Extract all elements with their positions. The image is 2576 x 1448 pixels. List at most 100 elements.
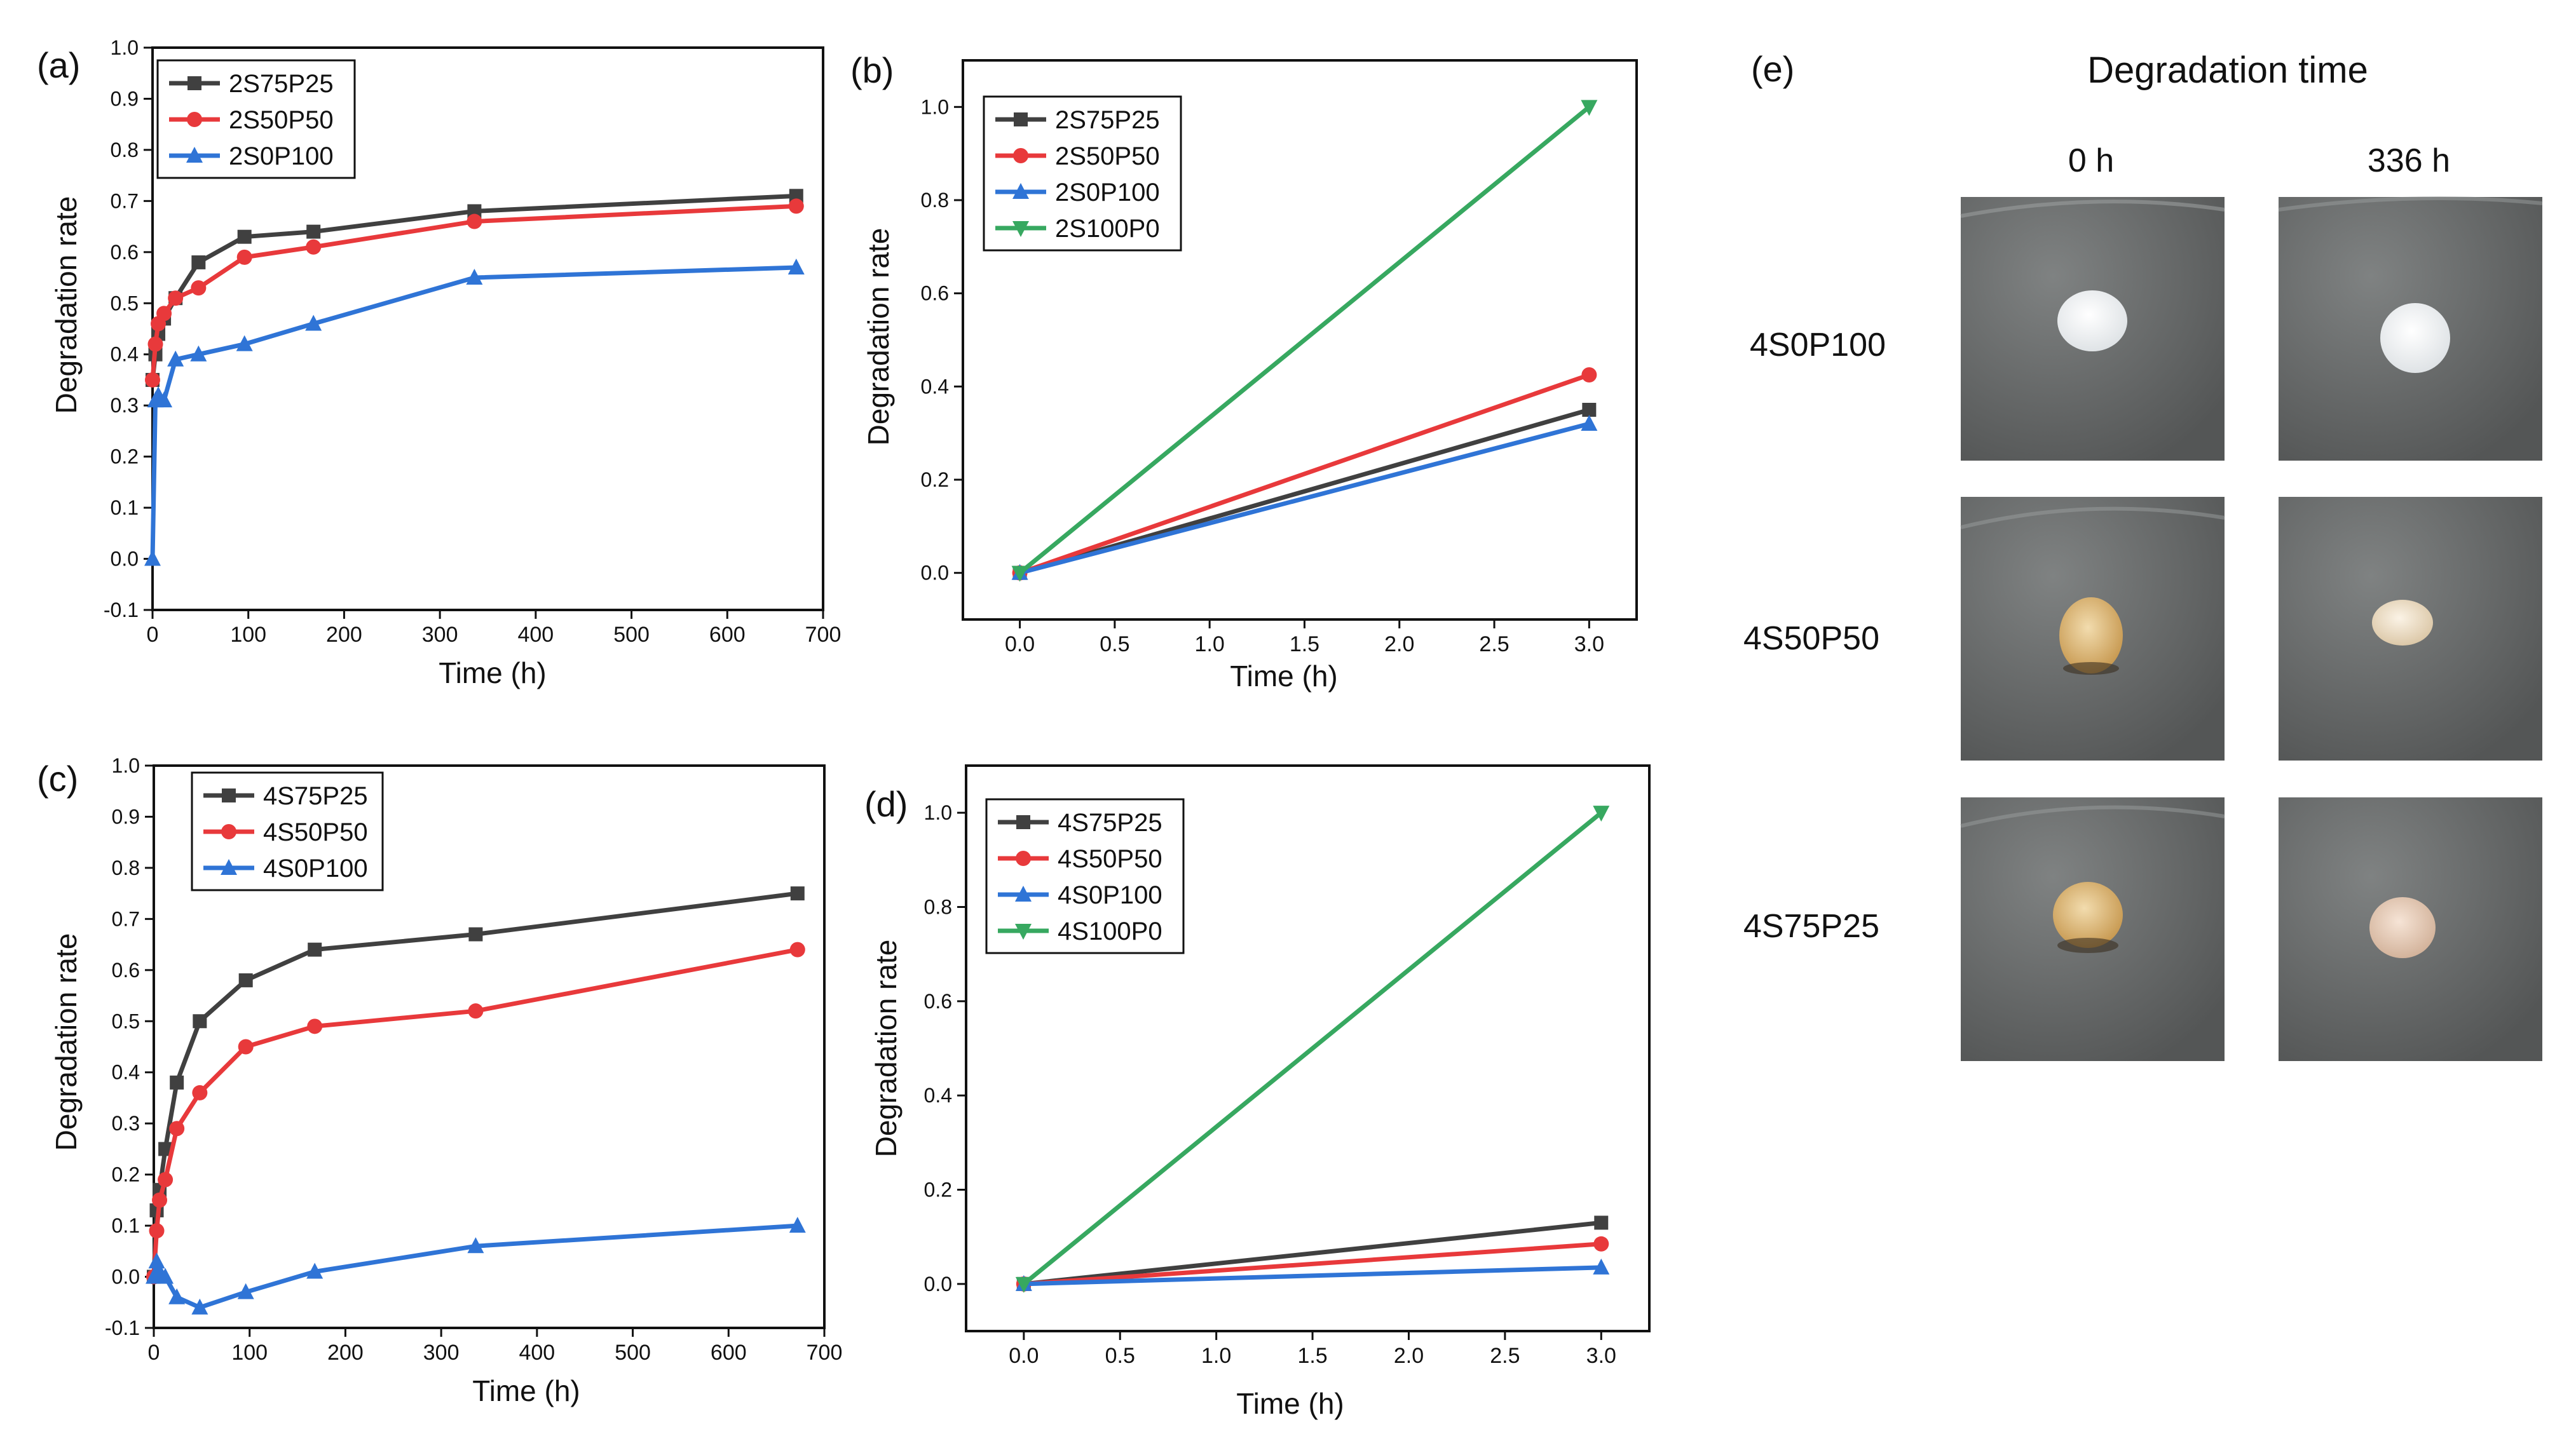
series-4s50p50-point-3 (158, 1172, 174, 1187)
panel-label-d: (d) (864, 784, 908, 824)
y-tick-label: 1.0 (924, 801, 952, 824)
series-4s0p100-point-3 (157, 1268, 174, 1284)
y-tick-label: 1.0 (111, 36, 139, 59)
x-tick-label: 2.5 (1490, 1344, 1520, 1368)
series-group-a (144, 189, 805, 566)
series-4s100p0-point-0 (1015, 1276, 1032, 1293)
legend-2s0p100-point-0 (1012, 183, 1029, 199)
series-4s50p50-point-5 (192, 1085, 208, 1100)
y-tick-label: 0.0 (112, 1266, 140, 1289)
series-2s100p0-line (1018, 105, 1591, 575)
x-tick-label: 0 (147, 623, 159, 647)
y-tick-label: 0.6 (924, 990, 952, 1013)
x-tick-label: 600 (711, 1341, 747, 1365)
legend-a: 2S75P25 2S50P50 2S0P100 (156, 59, 356, 179)
x-tick-label: 300 (423, 1341, 460, 1365)
series-4s50p50-point-7 (307, 1018, 323, 1034)
x-tick-label: 500 (613, 623, 650, 647)
x-tick-label: 600 (709, 623, 746, 647)
series-4s0p100-point-6 (237, 1283, 254, 1299)
series-2s50p50-point-1 (147, 336, 163, 352)
photo-4s0p100-0h (1960, 197, 2225, 461)
series-4s75p25-point-5 (193, 1014, 207, 1029)
series-2s75p25-point-1 (1582, 403, 1597, 417)
photo-4s50p50-336h (2279, 497, 2542, 761)
panel-label-c: (c) (37, 759, 78, 799)
y-ticks-a: -0.1 0.0 0.1 0.2 0.3 0.4 0.5 0.6 0.7 0.8 0.9 1.0 (104, 36, 153, 621)
series-4s75p25-line (1023, 1220, 1602, 1287)
plot-frame-d (965, 764, 1651, 1332)
series-4s50p50-point-1 (1593, 1236, 1609, 1252)
row-label-4s75p25: 4S75P25 (1743, 908, 1879, 945)
x-axis-label-b: Time (h) (1230, 660, 1338, 693)
x-tick-label: 400 (519, 1341, 555, 1365)
x-tick-label: 300 (422, 623, 458, 647)
y-tick-label: 0.2 (112, 1163, 140, 1186)
series-4s75p25-point-4 (170, 1075, 184, 1090)
y-axis-label-c: Degradation rate (50, 933, 83, 1151)
series-4s100p0-point-1 (1593, 806, 1610, 822)
x-tick-label: 500 (615, 1341, 651, 1365)
series-2s0p100-point-5 (190, 345, 207, 362)
x-ticks-a: 0 100 200 300 400 500 600 700 (147, 610, 842, 647)
chart-d: (d) 0.0 0.5 1.0 1.5 2.0 2.5 3.0 0.00.20.40.60.… (864, 764, 1651, 1420)
legend-4s0p100-label: 4S0P100 (263, 855, 368, 883)
chart-c: (c) 0 100 200 300 400 500 600 700 -0.1 0.0 0.1 0.2… (37, 754, 842, 1407)
x-tick-label: 700 (805, 623, 842, 647)
x-tick-label: 200 (327, 1341, 364, 1365)
series-2s0p100-point-3 (156, 391, 173, 408)
legend-2s0p100-label: 2S0P100 (1055, 179, 1160, 206)
y-tick-label: 0.4 (112, 1061, 140, 1084)
series-4s50p50-point-8 (468, 1003, 484, 1019)
photo-panel-e: (e) Degradation time 0 h 336 h 4S0P100 4… (1743, 49, 2543, 1061)
legend-4s75p25-label: 4S75P25 (263, 782, 368, 810)
series-2s50p50-point-8 (467, 213, 482, 229)
x-tick-label: 0.5 (1100, 632, 1129, 656)
row-label-4s0p100: 4S0P100 (1750, 327, 1886, 363)
series-2s50p50-point-7 (306, 239, 322, 255)
y-ticks-d: 0.0 0.2 0.4 0.6 0.8 1.0 (924, 801, 966, 1296)
x-tick-label: 0 (148, 1341, 160, 1365)
series-2s50p50-point-5 (191, 280, 207, 296)
series-2s0p100-point-4 (167, 350, 184, 367)
series-4s75p25-point-8 (468, 927, 483, 942)
y-tick-label: 0.3 (112, 1112, 140, 1135)
series-4s0p100-line (1023, 1265, 1602, 1287)
x-tick-label: 1.0 (1201, 1344, 1231, 1368)
y-tick-label: 0.9 (112, 805, 140, 828)
series-4s75p25-point-1 (1594, 1215, 1609, 1230)
y-tick-label: 0.0 (921, 562, 949, 585)
panel-label-e: (e) (1751, 49, 1794, 89)
legend-d: 4S75P25 4S50P50 4S0P100 4S100P0 (985, 798, 1185, 954)
photo-4s75p25-0h (1960, 797, 2225, 1061)
x-tick-label: 2.5 (1479, 632, 1509, 656)
series-4s0p100-point-5 (191, 1298, 208, 1315)
series-2s50p50-point-1 (1581, 367, 1597, 382)
series-2s0p100-point-8 (466, 269, 483, 285)
legend-2s50p50-label: 2S50P50 (1055, 142, 1160, 170)
series-4s50p50-point-1 (149, 1223, 165, 1239)
series-4s0p100-point-1 (1593, 1258, 1610, 1275)
legend-2s50p50-label: 2S50P50 (229, 106, 334, 134)
col-header-0h: 0 h (2068, 142, 2114, 179)
legend-2s0p100-label: 2S0P100 (229, 142, 334, 170)
y-tick-label: 0.6 (921, 282, 949, 305)
series-4s100p0-line (1022, 811, 1603, 1286)
legend-4s0p100-point-0 (1015, 886, 1032, 902)
series-group-c (146, 886, 806, 1315)
series-4s50p50-point-4 (169, 1121, 185, 1137)
series-2s50p50-line (150, 203, 796, 381)
series-2s0p100-point-6 (236, 335, 253, 351)
series-2s50p50-point-6 (236, 249, 252, 265)
y-tick-label: 0.2 (111, 445, 139, 468)
y-tick-label: -0.1 (104, 599, 139, 621)
photo-4s0p100-336h (2278, 196, 2543, 461)
series-2s50p50-point-0 (145, 372, 160, 388)
series-2s75p25-point-6 (237, 229, 252, 244)
y-tick-label: 0.9 (111, 87, 139, 110)
series-2s0p100-point-7 (305, 315, 322, 331)
legend-b: 2S75P25 2S50P50 2S0P100 2S100P0 (983, 95, 1182, 252)
y-tick-label: 0.5 (111, 292, 139, 315)
series-2s100p0-point-0 (1011, 565, 1028, 582)
series-2s75p25-line (1019, 407, 1590, 576)
